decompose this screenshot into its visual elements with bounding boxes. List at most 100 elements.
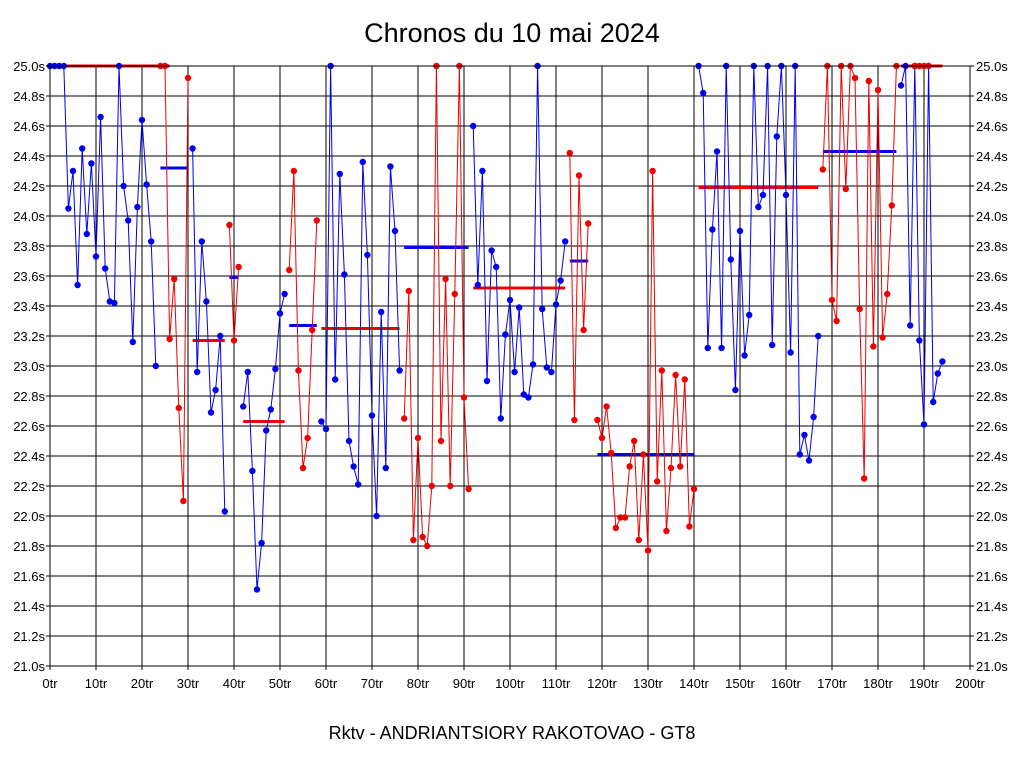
series-segment-13: [819, 62, 900, 482]
data-point: [295, 367, 302, 374]
x-tick-label: 160tr: [771, 676, 801, 691]
series-segment-12: [695, 62, 822, 464]
data-point: [920, 421, 928, 428]
data-point: [171, 275, 178, 283]
data-point: [732, 386, 739, 394]
y-tick-label-right: 23.2s: [976, 329, 1008, 344]
data-point: [796, 451, 803, 458]
data-point: [74, 281, 81, 289]
data-point: [198, 238, 205, 245]
data-point: [769, 341, 776, 349]
data-point: [382, 464, 389, 472]
y-tick-label-left: 23.0s: [13, 359, 45, 374]
x-tick-label: 100tr: [495, 676, 525, 691]
x-tick-label: 140tr: [679, 676, 709, 691]
data-point: [548, 368, 555, 376]
data-point: [401, 415, 408, 422]
data-point: [253, 586, 261, 593]
x-tick-label: 50tr: [269, 676, 292, 691]
x-tick-label: 180tr: [863, 676, 893, 691]
y-tick-label-right: 23.0s: [976, 359, 1008, 374]
y-tick-label-left: 22.4s: [13, 449, 45, 464]
data-point: [152, 362, 159, 370]
data-point: [562, 238, 569, 245]
data-point: [207, 409, 215, 416]
chart-title: Chronos du 10 mai 2024: [364, 18, 660, 48]
data-point: [451, 290, 458, 298]
data-point: [65, 205, 72, 212]
data-point: [299, 464, 307, 472]
y-tick-label-left: 23.8s: [13, 239, 45, 254]
data-point: [479, 167, 486, 175]
data-point: [138, 116, 146, 124]
data-point: [396, 367, 403, 374]
data-point: [189, 145, 196, 152]
y-tick-label-right: 21.4s: [976, 599, 1008, 614]
data-point: [217, 332, 224, 340]
data-point: [474, 281, 481, 289]
data-point: [129, 338, 136, 346]
data-point: [746, 311, 753, 319]
x-tick-label: 150tr: [725, 676, 755, 691]
y-tick-label-right: 21.6s: [976, 569, 1008, 584]
x-tick-label: 70tr: [361, 676, 384, 691]
data-point: [598, 434, 606, 442]
x-tick-label: 40tr: [223, 676, 246, 691]
y-tick-label-right: 22.0s: [976, 509, 1008, 524]
series-line: [192, 148, 226, 512]
data-point: [483, 377, 491, 385]
x-tick-label: 30tr: [177, 676, 200, 691]
data-point: [428, 482, 435, 490]
data-point: [336, 170, 343, 178]
data-point: [272, 365, 279, 373]
data-point: [276, 310, 284, 317]
y-tick-label-left: 24.8s: [13, 89, 45, 104]
series-segment-1: [46, 62, 159, 370]
data-point: [502, 331, 509, 338]
x-tick-label: 170tr: [817, 676, 847, 691]
data-point: [543, 364, 550, 371]
y-tick-label-right: 24.8s: [976, 89, 1008, 104]
data-point: [488, 247, 495, 254]
data-point: [424, 542, 431, 550]
data-point: [258, 539, 265, 547]
data-point: [529, 361, 537, 368]
data-point: [575, 172, 583, 179]
data-point: [437, 437, 445, 445]
data-point: [405, 287, 412, 295]
data-point: [97, 113, 104, 121]
data-point: [667, 464, 675, 472]
data-point: [635, 536, 642, 544]
data-point: [221, 508, 228, 515]
data-point: [318, 418, 325, 425]
y-tick-label-left: 21.6s: [13, 569, 45, 584]
y-tick-label-right: 23.8s: [976, 239, 1008, 254]
data-point: [755, 203, 762, 211]
x-tick-label: 200tr: [955, 676, 985, 691]
data-point: [736, 227, 744, 235]
data-point: [815, 332, 822, 340]
data-point: [465, 485, 472, 493]
data-point: [865, 77, 872, 85]
series-segment-7: [318, 62, 403, 520]
data-point: [640, 451, 647, 458]
data-point: [557, 277, 564, 284]
data-point: [69, 167, 77, 175]
data-point: [856, 305, 863, 313]
data-point: [861, 475, 868, 482]
data-point: [884, 290, 891, 298]
grid-lines: [49, 65, 971, 667]
x-tick-label: 130tr: [633, 676, 663, 691]
data-point: [102, 265, 109, 272]
data-point: [516, 304, 523, 311]
data-point: [226, 221, 233, 229]
data-point: [244, 368, 251, 376]
data-point: [654, 478, 661, 485]
data-point: [787, 349, 794, 356]
series-segment-5: [240, 290, 288, 593]
data-point: [782, 191, 790, 199]
data-point: [727, 256, 734, 263]
y-tick-label-right: 22.4s: [976, 449, 1008, 464]
data-point: [842, 185, 849, 193]
